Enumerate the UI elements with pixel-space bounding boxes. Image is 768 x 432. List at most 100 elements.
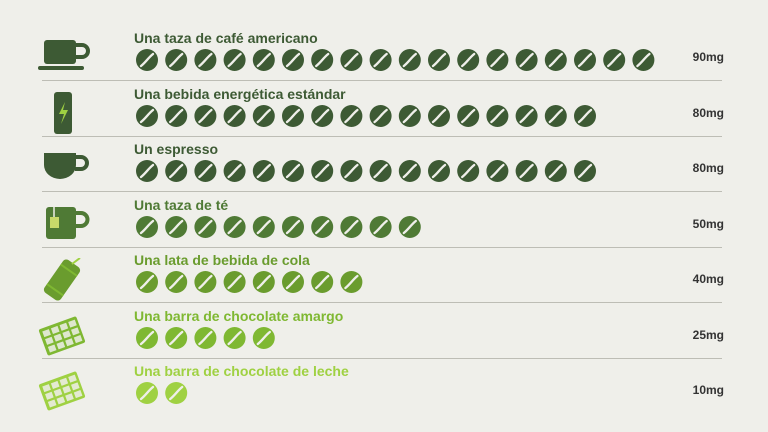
energy-drink-can-icon [54,91,72,134]
coffee-bean-mark [515,49,538,71]
coffee-bean-mark [223,49,246,71]
coffee-bean-mark [603,49,626,71]
coffee-bean-mark [457,49,480,71]
coffee-bean-mark [165,215,188,238]
coffee-bean-mark [282,215,304,238]
row-divider [42,80,722,81]
coffee-bean-mark [252,215,275,238]
coffee-bean-mark [252,104,275,127]
coffee-bean-mark [340,271,363,293]
bean-row [136,104,596,127]
category-label: Una taza de café americano [134,30,318,46]
row-divider [42,246,722,248]
chart-row: Una barra de chocolate amargo 25mg [0,308,768,363]
coffee-bean-mark [340,49,363,71]
coffee-bean-mark [369,215,392,238]
coffee-bean-mark [136,326,158,349]
coffee-bean-mark [223,326,246,349]
coffee-bean-mark [544,104,567,127]
coffee-bean-mark [194,271,217,293]
coffee-bean-mark [223,271,246,293]
chart-row: Una lata de bebida de cola 40mg [0,252,768,307]
coffee-bean-mark [165,382,188,404]
chart-row: Una taza de té 50mg [0,197,768,252]
coffee-bean-mark [398,49,421,71]
coffee-cup-saucer-icon [38,40,90,70]
coffee-bean-mark [486,49,509,71]
coffee-bean-mark [252,326,275,349]
coffee-bean-mark [486,104,509,127]
coffee-bean-mark [398,104,421,127]
coffee-bean-mark [282,271,304,293]
coffee-bean-mark [194,49,217,71]
cola-can-icon [43,258,81,301]
coffee-bean-mark [457,104,480,127]
coffee-bean-mark [428,49,450,71]
coffee-bean-mark [165,49,188,71]
bean-row [136,160,596,182]
coffee-bean-mark [223,104,246,127]
tea-mug-icon [46,206,90,239]
category-label: Una bebida energética estándar [134,85,346,102]
coffee-bean-mark [252,49,275,71]
coffee-bean-mark [165,160,188,182]
bean-row [136,215,421,238]
row-divider [42,302,722,303]
coffee-bean-mark [457,160,480,182]
row-divider [42,357,722,359]
chart-row: Un espresso 80mg [0,141,768,196]
coffee-bean-mark [165,271,188,293]
category-label: Una barra de chocolate amargo [134,307,344,324]
bean-row [136,326,275,349]
coffee-bean-mark [574,49,596,71]
coffee-bean-mark [194,215,217,238]
coffee-bean-mark [311,104,334,127]
coffee-bean-mark [369,160,392,182]
coffee-bean-mark [282,104,304,127]
category-label: Una barra de chocolate de leche [134,363,349,379]
coffee-bean-mark [311,215,334,238]
bean-row [136,271,363,293]
value-label: 50mg [692,216,724,231]
coffee-bean-mark [136,382,158,404]
coffee-bean-mark [136,104,158,127]
value-label: 90mg [692,50,724,64]
coffee-bean-mark [428,160,450,182]
coffee-bean-mark [486,160,509,182]
coffee-bean-mark [194,160,217,182]
coffee-bean-mark [515,160,538,182]
coffee-bean-mark [632,49,655,71]
coffee-bean-mark [282,160,304,182]
coffee-bean-mark [544,160,567,182]
coffee-bean-mark [136,271,158,293]
bean-row [136,382,188,404]
coffee-bean-mark [223,160,246,182]
coffee-bean-mark [340,215,363,238]
coffee-bean-mark [311,49,334,71]
coffee-bean-mark [369,49,392,71]
coffee-bean-mark [428,104,450,127]
category-label: Una lata de bebida de cola [134,252,310,268]
chart-row: Una barra de chocolate de leche 10mg [0,363,768,418]
chart-row: Una taza de café americano 90mg [0,30,768,85]
coffee-bean-mark [165,104,188,127]
value-label: 25mg [692,327,724,342]
coffee-bean-mark [574,160,596,182]
bean-row [136,49,655,71]
coffee-bean-mark [136,215,158,238]
coffee-bean-mark [311,271,334,293]
category-label: Un espresso [134,141,219,157]
coffee-bean-mark [252,160,275,182]
coffee-bean-mark [311,160,334,182]
coffee-bean-mark [194,104,217,127]
coffee-bean-mark [398,215,421,238]
chart-row: Una bebida energética estándar 80mg [0,86,768,141]
dark-chocolate-bar-icon [38,316,86,355]
coffee-bean-mark [136,160,158,182]
coffee-bean-mark [340,104,363,127]
value-label: 80mg [692,161,724,175]
coffee-bean-mark [165,326,188,349]
espresso-cup-icon [44,153,89,179]
coffee-bean-mark [515,104,538,127]
coffee-bean-mark [282,49,304,71]
